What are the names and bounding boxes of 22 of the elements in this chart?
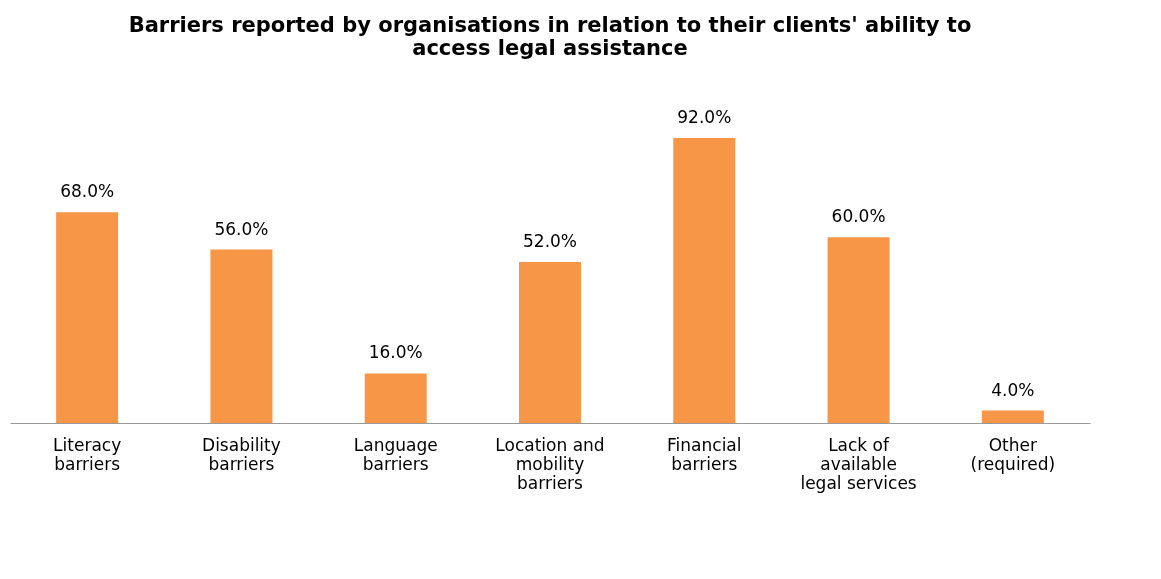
bar bbox=[673, 138, 736, 423]
x-tick-label: Financial barriers bbox=[667, 434, 742, 474]
data-label: 60.0% bbox=[831, 206, 886, 227]
data-label: 68.0% bbox=[60, 181, 115, 202]
data-label: 52.0% bbox=[522, 230, 578, 251]
x-tick-label: Location and mobility barriers bbox=[495, 434, 605, 493]
x-tick-label: Language barriers bbox=[353, 434, 438, 474]
data-label: 16.0% bbox=[368, 342, 423, 363]
data-label: 92.0% bbox=[677, 107, 732, 127]
data-label: 56.0% bbox=[214, 218, 269, 239]
data-label: 4.0% bbox=[991, 379, 1035, 400]
x-tick-label: Other (required) bbox=[970, 434, 1056, 474]
bar bbox=[210, 249, 273, 423]
bar bbox=[56, 212, 119, 423]
bar bbox=[519, 261, 581, 423]
chart-title: Barriers reported by organisations in relation to their clients' ability to access legal assistance bbox=[128, 13, 972, 60]
bar bbox=[364, 373, 427, 423]
bar bbox=[981, 410, 1044, 423]
x-tick-label: Lack of available legal services bbox=[800, 434, 917, 493]
x-tick-label: Literacy barriers bbox=[53, 434, 122, 474]
x-tick-label: Disability barriers bbox=[202, 434, 281, 474]
bar bbox=[827, 237, 890, 423]
